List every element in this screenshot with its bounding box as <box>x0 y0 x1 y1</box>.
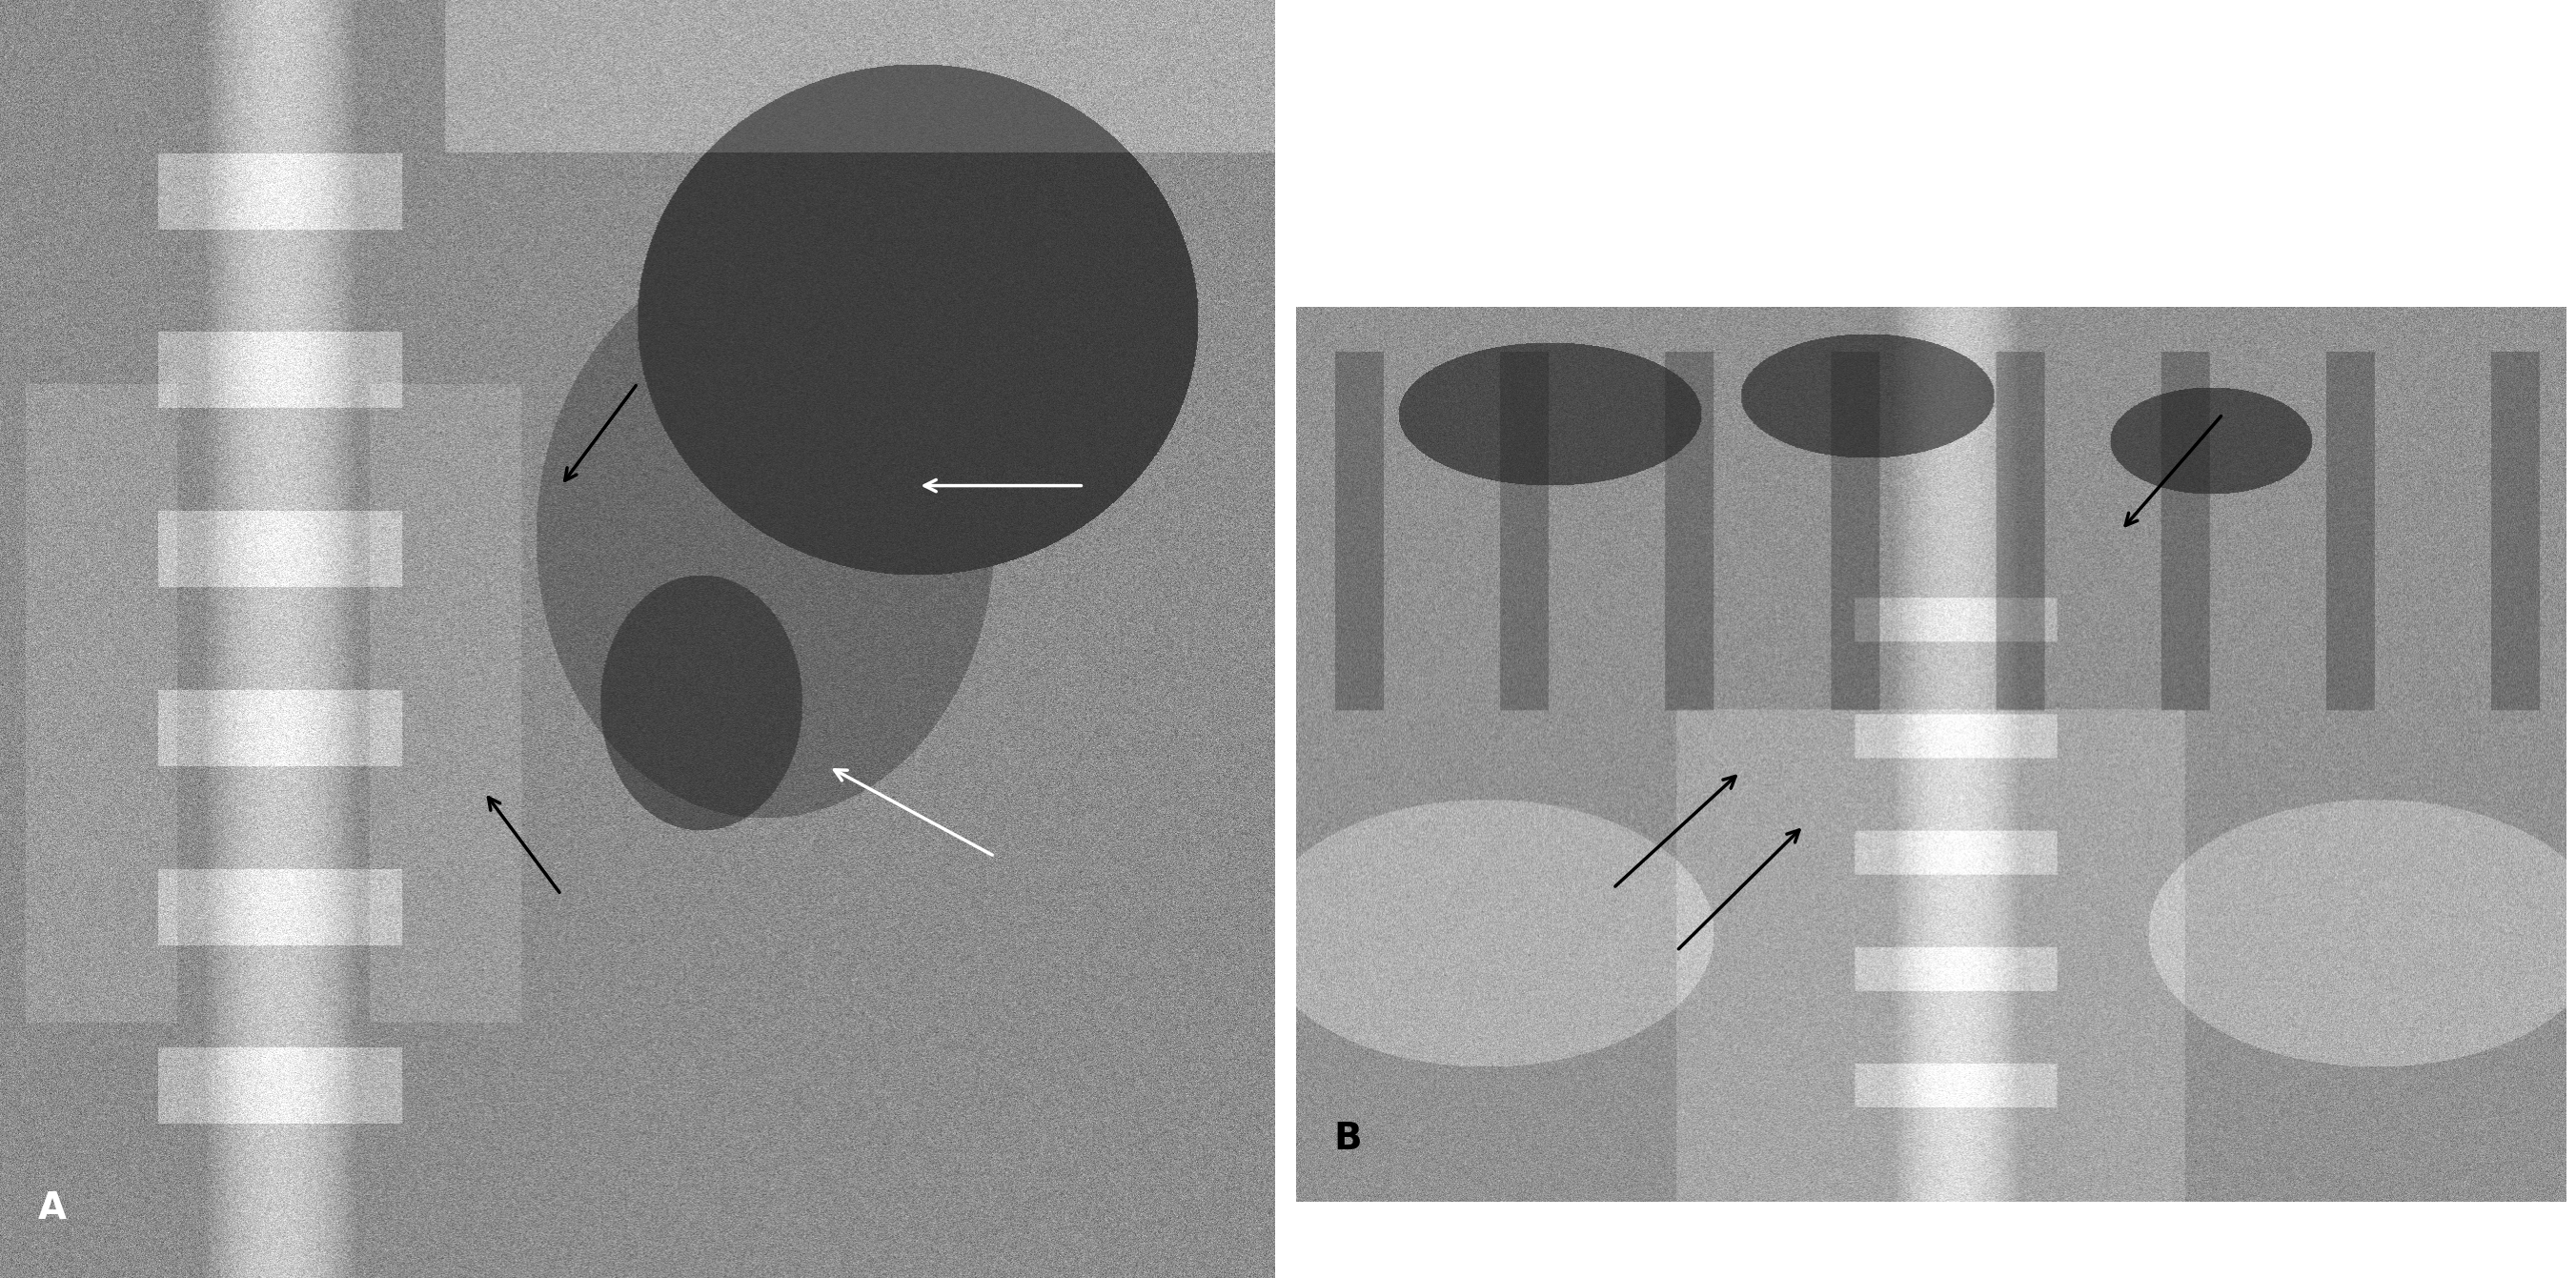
Text: A: A <box>39 1191 67 1227</box>
Text: B: B <box>1334 1121 1363 1157</box>
